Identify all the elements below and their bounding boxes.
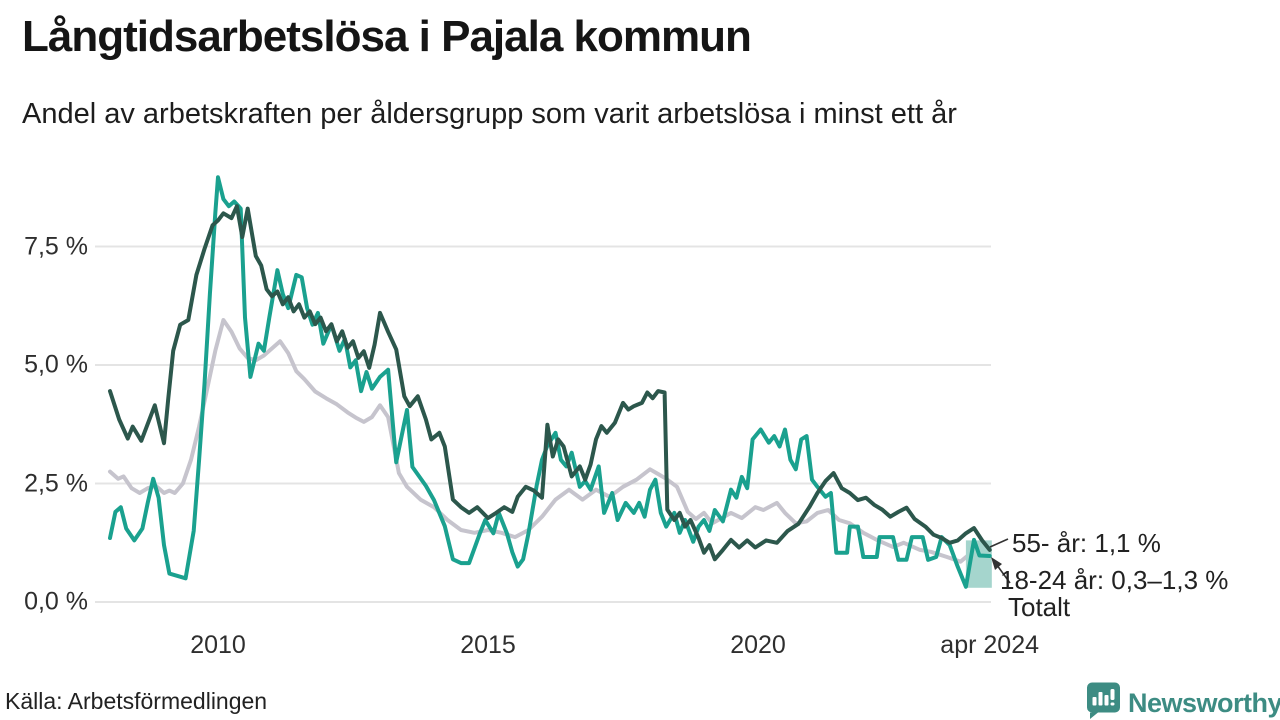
y-axis-tick: 0,0 % — [24, 587, 88, 616]
page-subtitle: Andel av arbetskraften per åldersgrupp s… — [22, 98, 957, 130]
x-axis-tick: 2020 — [730, 631, 786, 659]
x-axis-tick: apr 2024 — [940, 631, 1040, 659]
newsworthy-icon — [1086, 682, 1121, 720]
leader-arrowhead — [991, 557, 1002, 570]
leader-line-55 — [989, 538, 1009, 548]
page-title: Långtidsarbetslösa i Pajala kommun — [22, 12, 752, 61]
series-label-18-24: 18-24 år: 0,3–1,3 % — [1000, 565, 1229, 595]
x-axis-tick: 2010 — [190, 631, 246, 659]
brand-wordmark: Newsworthy — [1128, 687, 1280, 718]
brand-logo: Newsworthy — [1086, 682, 1280, 720]
y-axis-tick: 5,0 % — [24, 350, 88, 379]
series-label-55: 55- år: 1,1 % — [1012, 528, 1161, 558]
x-axis-tick: 2015 — [460, 631, 516, 659]
series-line-55-r — [108, 204, 992, 562]
source-text: Källa: Arbetsförmedlingen — [5, 688, 268, 714]
y-axis-tick: 2,5 % — [24, 469, 88, 497]
series-label-totalt: Totalt — [1008, 592, 1071, 622]
y-axis-tick: 7,5 % — [24, 232, 88, 260]
